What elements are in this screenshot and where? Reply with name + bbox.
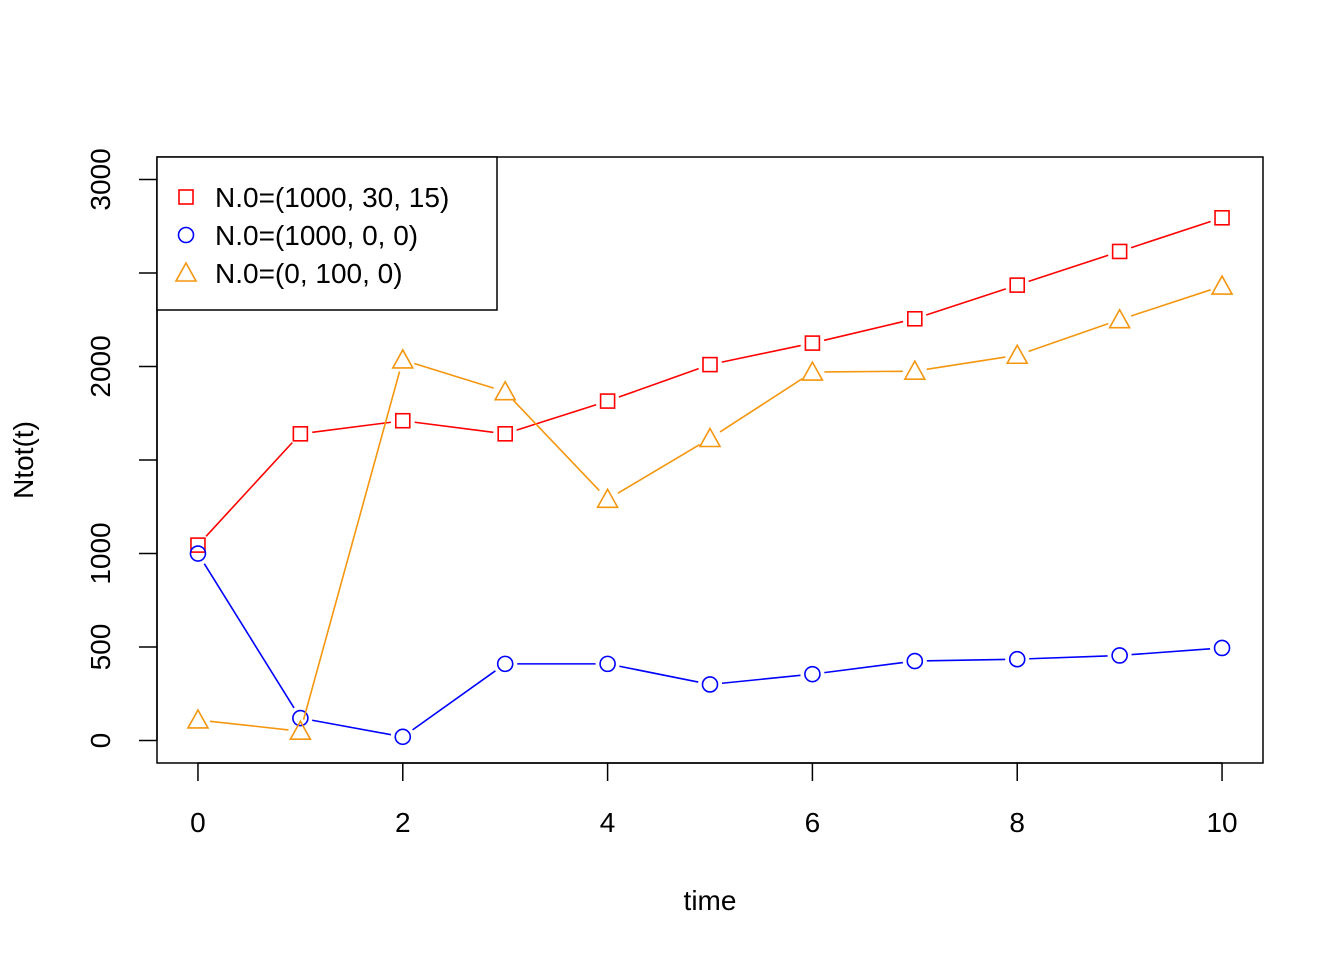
series-segment [1131, 648, 1211, 656]
triangle-marker [391, 348, 415, 369]
series-segment [719, 377, 803, 433]
circle-marker [177, 226, 195, 244]
series-segment [926, 356, 1006, 371]
triangle-marker [1108, 308, 1131, 329]
triangle-marker [801, 360, 824, 381]
series-2 [189, 545, 1231, 746]
series-segment [1029, 655, 1108, 660]
triangle-marker [289, 719, 312, 741]
square-marker [1214, 209, 1230, 226]
y-tick-label: 2000 [85, 335, 116, 397]
circle-marker [292, 709, 309, 727]
x-tick-label: 2 [395, 807, 411, 838]
x-axis: 0 2 4 6 8 10 [190, 762, 1238, 838]
triangle-marker [493, 380, 517, 401]
x-tick-label: 10 [1206, 807, 1237, 838]
series-segment [926, 658, 1006, 662]
legend-label: N.0=(1000, 0, 0) [215, 220, 418, 251]
triangle-marker [596, 487, 619, 509]
legend-label: N.0=(0, 100, 0) [215, 258, 403, 289]
series-segment [823, 320, 904, 342]
square-marker [599, 393, 616, 409]
legend-label: N.0=(1000, 30, 15) [215, 182, 449, 213]
series-segment [205, 442, 293, 537]
series-segment [512, 399, 600, 492]
square-marker [178, 189, 194, 205]
triangle-marker [174, 261, 198, 282]
series-segment [617, 443, 701, 494]
triangle-marker [186, 708, 210, 729]
circle-marker [1008, 650, 1026, 668]
series-segment [302, 371, 401, 720]
y-axis-label: Ntot(t) [8, 421, 39, 499]
series-segment [203, 563, 295, 709]
square-marker [190, 537, 206, 553]
x-tick-label: 0 [190, 807, 206, 838]
circle-marker [189, 545, 207, 562]
series-segment [414, 421, 494, 434]
series-segment [209, 720, 289, 731]
series-segment [618, 367, 699, 398]
y-tick-label: 0 [85, 733, 116, 749]
x-tick-label: 6 [805, 807, 821, 838]
series-segment [721, 674, 801, 685]
x-axis-label: time [684, 885, 737, 916]
series-segment [414, 362, 494, 389]
circle-marker [496, 655, 514, 673]
series-segment [412, 670, 496, 731]
series-segment [721, 344, 801, 363]
circle-marker [394, 728, 412, 746]
triangle-marker [698, 426, 722, 448]
x-tick-label: 8 [1009, 807, 1025, 838]
square-marker [907, 310, 923, 327]
square-marker [1009, 277, 1026, 293]
square-marker [394, 412, 411, 429]
circle-marker [804, 665, 821, 683]
series-3 [186, 274, 1234, 741]
y-tick-label: 500 [85, 624, 116, 671]
x-tick-label: 4 [600, 807, 616, 838]
series-segment [925, 288, 1007, 316]
series-layer [186, 209, 1234, 746]
circle-marker [1111, 647, 1128, 664]
square-marker [702, 356, 718, 373]
circle-marker [599, 655, 616, 673]
series-segment [619, 665, 699, 683]
y-axis: 0 500 1000 2000 3000 [85, 148, 158, 749]
series-segment [516, 403, 597, 431]
square-marker [804, 335, 821, 351]
series-segment [1028, 254, 1109, 283]
y-tick-label: 1000 [85, 522, 116, 584]
y-tick-label: 3000 [85, 148, 116, 210]
circle-marker [906, 652, 924, 670]
series-segment [1028, 322, 1109, 353]
triangle-marker [1005, 343, 1029, 365]
series-segment [312, 421, 391, 434]
triangle-marker [903, 359, 927, 380]
series-segment [824, 661, 904, 674]
square-marker [292, 426, 309, 442]
circle-marker [1213, 639, 1231, 657]
series-segment [1130, 220, 1211, 249]
triangle-marker [1210, 274, 1234, 295]
legend: N.0=(1000, 30, 15) N.0=(1000, 0, 0) N.0=(0… [156, 156, 498, 311]
legend-box [156, 156, 498, 311]
circle-marker [701, 676, 719, 693]
series-segment [1130, 289, 1211, 317]
series-segment [824, 370, 903, 373]
square-marker [1111, 243, 1128, 260]
square-marker [497, 426, 513, 442]
series-segment [312, 719, 392, 736]
series-1 [190, 209, 1230, 553]
